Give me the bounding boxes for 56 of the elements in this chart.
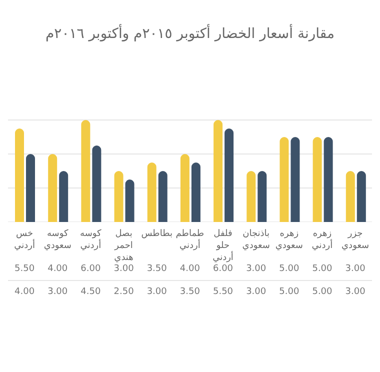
bar	[81, 120, 90, 222]
bar	[346, 171, 355, 222]
bar	[147, 162, 156, 222]
bar	[290, 137, 300, 222]
bar	[356, 171, 366, 222]
data-label: 3.00	[344, 264, 366, 274]
x-tick-label: طماطم أردني	[174, 228, 206, 253]
data-label: 4.00	[46, 264, 69, 274]
bar	[59, 171, 68, 222]
data-label: 3.50	[146, 264, 168, 274]
bar	[280, 137, 289, 222]
bar	[214, 120, 223, 222]
x-tick-label: جزر سعودي	[340, 228, 370, 253]
data-label: 3.00	[112, 264, 135, 274]
data-label: 4.00	[178, 264, 201, 274]
chart-title: مقارنة أسعار الخضار أكتوبر ٢٠١٥م وأكتوبر ٢٠١٦م	[44, 23, 336, 44]
bar	[224, 128, 234, 222]
data-label: 3.50	[178, 287, 201, 297]
x-tick-label: باذنجان سعودي	[241, 228, 271, 253]
bar	[26, 154, 35, 222]
x-tick-label: زهره أردني	[310, 228, 334, 253]
bar	[312, 137, 322, 222]
data-label: 3.00	[344, 287, 366, 297]
data-label: 4.50	[80, 287, 102, 297]
x-tick-label: فلفل حلو أردني	[212, 228, 234, 263]
bar	[191, 162, 200, 222]
x-tick-label: بطاطس	[140, 228, 174, 241]
data-label: 5.00	[311, 264, 334, 274]
bar	[125, 180, 134, 222]
bar	[92, 146, 102, 222]
data-label: 5.50	[212, 287, 234, 297]
x-tick-label: كوسه أردني	[79, 228, 102, 253]
data-label: 5.00	[278, 287, 300, 297]
data-label: 4.00	[14, 287, 36, 297]
bar	[324, 137, 333, 222]
x-tick-label: خس أردني	[13, 228, 36, 253]
bar	[114, 171, 124, 222]
x-tick-label: بصل احمر هندي	[113, 228, 134, 263]
x-tick-label: كوسه سعودي	[42, 228, 72, 253]
bar	[246, 171, 256, 222]
data-label: 3.00	[245, 264, 268, 274]
data-label: 5.50	[14, 264, 36, 274]
data-label: 6.00	[212, 264, 234, 274]
bar	[180, 154, 190, 222]
data-label: 3.00	[245, 287, 268, 297]
data-label: 5.00	[311, 287, 334, 297]
data-label: 3.00	[46, 287, 69, 297]
bar	[48, 154, 58, 222]
bar	[158, 171, 168, 222]
bar	[258, 171, 267, 222]
data-label: 6.00	[80, 264, 102, 274]
data-label: 2.50	[112, 287, 135, 297]
x-tick-label: زهره سعودي	[274, 228, 304, 253]
data-label: 5.00	[278, 264, 300, 274]
bar	[15, 128, 24, 222]
data-label: 3.00	[146, 287, 168, 297]
